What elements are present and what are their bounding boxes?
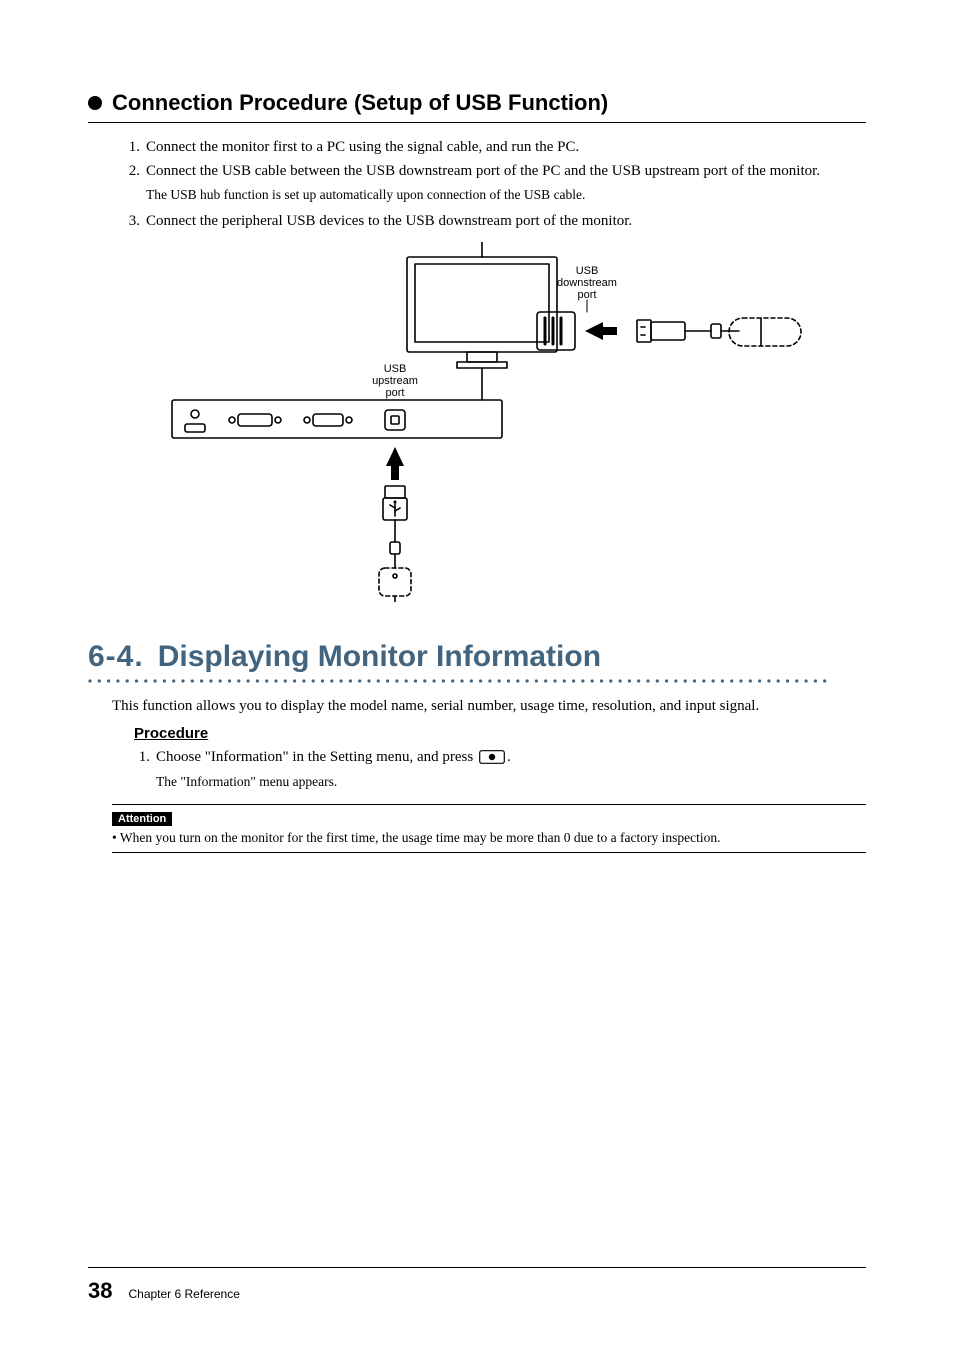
monitor-icon: [407, 242, 557, 368]
item-number: 1.: [124, 137, 146, 159]
item-number: 3.: [124, 211, 146, 233]
item-text: Connect the peripheral USB devices to th…: [146, 211, 866, 233]
attention-block: Attention • When you turn on the monitor…: [112, 804, 866, 853]
item-number: 1.: [134, 746, 156, 772]
heading-connection-procedure: Connection Procedure (Setup of USB Funct…: [88, 90, 866, 123]
procedure-heading: Procedure: [134, 725, 866, 742]
item-text: Connect the monitor first to a PC using …: [146, 137, 866, 159]
usb-connection-diagram: USB upstream port USB downstream port: [88, 242, 866, 602]
heading-6-4: 6-4. Displaying Monitor Information: [88, 640, 866, 674]
heading-connection-procedure-text: Connection Procedure (Setup of USB Funct…: [112, 90, 608, 116]
list-item: 2. Connect the USB cable between the USB…: [124, 161, 866, 183]
heading-title: Displaying Monitor Information: [158, 640, 601, 674]
procedure-steps: 1. Choose "Information" in the Setting m…: [88, 746, 866, 790]
usb-downstream-label: USB downstream port: [557, 265, 617, 312]
svg-text:downstream: downstream: [557, 277, 617, 289]
list-item: 3. Connect the peripheral USB devices to…: [124, 211, 866, 233]
mouse-icon: [729, 318, 801, 346]
procedure-note: The "Information" menu appears.: [134, 774, 866, 790]
usb-plug-icon: [637, 320, 739, 342]
io-panel-icon: [172, 400, 502, 438]
diagram-svg: USB upstream port USB downstream port: [117, 242, 837, 602]
pc-icon: [379, 568, 411, 602]
heading-number: 6-4.: [88, 640, 144, 674]
attention-label: Attention: [112, 812, 172, 826]
arrow-left-icon: [585, 322, 617, 340]
svg-text:port: port: [578, 289, 597, 301]
proc-text-post: .: [507, 749, 511, 765]
list-item: 1. Connect the monitor first to a PC usi…: [124, 137, 866, 159]
enter-button-icon: [479, 749, 505, 772]
attention-text: • When you turn on the monitor for the f…: [112, 830, 866, 853]
svg-text:upstream: upstream: [372, 375, 418, 387]
bullet-icon: [88, 96, 102, 110]
usb-downstream-port-icon: [537, 312, 575, 350]
section-lead-text: This function allows you to display the …: [112, 698, 866, 715]
svg-text:USB: USB: [384, 363, 407, 375]
svg-text:port: port: [386, 387, 405, 399]
connection-steps-list: 1. Connect the monitor first to a PC usi…: [88, 131, 866, 183]
arrow-up-icon: [386, 447, 404, 480]
list-item: 1. Choose "Information" in the Setting m…: [134, 746, 866, 772]
connection-steps-list-cont: 3. Connect the peripheral USB devices to…: [88, 205, 866, 233]
page-number: 38: [88, 1278, 112, 1304]
item-text: Choose "Information" in the Setting menu…: [156, 746, 866, 772]
dotted-rule: [88, 678, 866, 684]
usb-b-plug-icon: [383, 486, 407, 568]
item-number: 2.: [124, 161, 146, 183]
footer-chapter: Chapter 6 Reference: [128, 1287, 239, 1301]
usb-upstream-label: USB upstream port: [372, 363, 418, 399]
proc-text-pre: Choose "Information" in the Setting menu…: [156, 749, 477, 765]
page-footer: 38 Chapter 6 Reference: [88, 1267, 866, 1304]
svg-text:USB: USB: [576, 265, 599, 277]
item-text: Connect the USB cable between the USB do…: [146, 161, 866, 183]
item-subnote: The USB hub function is set up automatic…: [88, 187, 866, 203]
page: Connection Procedure (Setup of USB Funct…: [0, 0, 954, 1350]
